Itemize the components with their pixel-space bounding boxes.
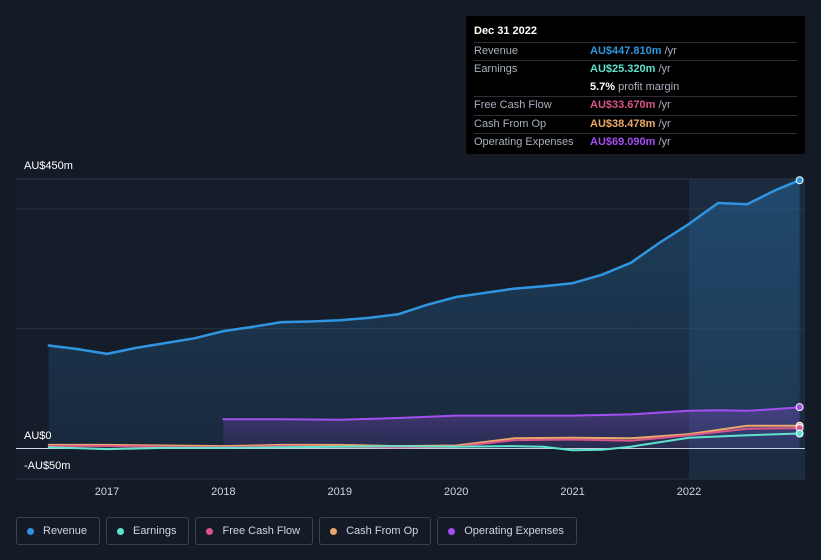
x-tick-label: 2018	[211, 486, 235, 498]
operating-expenses-line	[222, 406, 801, 421]
tooltip-date: Dec 31 2022	[474, 25, 537, 37]
legend-label: Revenue	[43, 525, 88, 537]
earnings-line	[47, 432, 801, 452]
tooltip-row-revenue: Revenue AU$447.810m /yr	[474, 42, 797, 60]
operating-expenses-endpoint	[795, 403, 804, 412]
tooltip-value: AU$38.478m	[590, 117, 656, 130]
legend-label: Free Cash Flow	[222, 525, 301, 537]
tooltip-value: AU$447.810m	[590, 45, 662, 57]
free-cash-flow-dot-icon	[206, 527, 214, 535]
revenue-endpoint	[795, 176, 804, 185]
profit-margin-label: profit margin	[618, 80, 680, 93]
legend-item-earnings[interactable]: Earnings	[106, 517, 190, 545]
earnings-dot-icon	[117, 527, 125, 535]
tooltip-unit: /yr	[658, 63, 671, 76]
legend-item-free-cash-flow[interactable]: Free Cash Flow	[195, 517, 314, 545]
x-tick-label: 2019	[328, 486, 352, 498]
data-tooltip: Dec 31 2022 Revenue AU$447.810m /yr Earn…	[466, 16, 805, 154]
x-tick-label: 2017	[95, 486, 119, 498]
tooltip-value: AU$33.670m	[590, 99, 656, 112]
legend-item-cash-from-op[interactable]: Cash From Op	[319, 517, 432, 545]
tooltip-unit: /yr	[658, 117, 671, 130]
tooltip-row-margin: 5.7% profit margin	[474, 79, 797, 96]
x-tick-label: 2022	[677, 486, 701, 498]
tooltip-label: Revenue	[474, 45, 519, 57]
profit-margin-value: 5.7%	[590, 80, 616, 93]
earnings-endpoint	[795, 429, 804, 438]
legend-item-operating-expenses[interactable]: Operating Expenses	[437, 517, 577, 545]
tooltip-value: AU$25.320m	[590, 63, 656, 76]
tooltip-row-free-cash-flow: Free Cash Flow AU$33.670m /yr	[474, 96, 797, 114]
tooltip-value: AU$69.090m	[590, 135, 656, 148]
tooltip-label: Cash From Op	[474, 117, 547, 130]
y-tick-label-top: AU$450m	[24, 160, 73, 172]
legend-item-revenue[interactable]: Revenue	[16, 517, 101, 545]
tooltip-label: Operating Expenses	[474, 135, 574, 148]
tooltip-unit: /yr	[658, 135, 671, 148]
legend-label: Earnings	[133, 525, 177, 537]
tooltip-unit: /yr	[658, 99, 671, 112]
legend-label: Operating Expenses	[464, 525, 564, 537]
tooltip-label: Earnings	[474, 63, 518, 76]
revenue-dot-icon	[27, 527, 34, 535]
tooltip-row-earnings: Earnings AU$25.320m /yr	[474, 60, 797, 78]
revenue-line	[47, 178, 801, 356]
chart-legend: Revenue Earnings Free Cash Flow Cash Fro…	[16, 517, 577, 545]
tooltip-row-operating-expenses: Operating Expenses AU$69.090m /yr	[474, 132, 797, 151]
x-tick-label: 2020	[444, 486, 468, 498]
tooltip-row-cash-from-op: Cash From Op AU$38.478m /yr	[474, 114, 797, 133]
operating-expenses-dot-icon	[448, 527, 456, 535]
y-tick-label-zero: AU$0	[24, 430, 52, 442]
tooltip-unit: /yr	[664, 45, 677, 57]
y-tick-label-bottom: -AU$50m	[24, 460, 71, 472]
x-tick-label: 2021	[560, 486, 584, 498]
cash-from-op-dot-icon	[330, 527, 338, 535]
legend-label: Cash From Op	[346, 525, 419, 537]
revenue-area	[48, 180, 800, 449]
tooltip-label: Free Cash Flow	[474, 99, 552, 112]
